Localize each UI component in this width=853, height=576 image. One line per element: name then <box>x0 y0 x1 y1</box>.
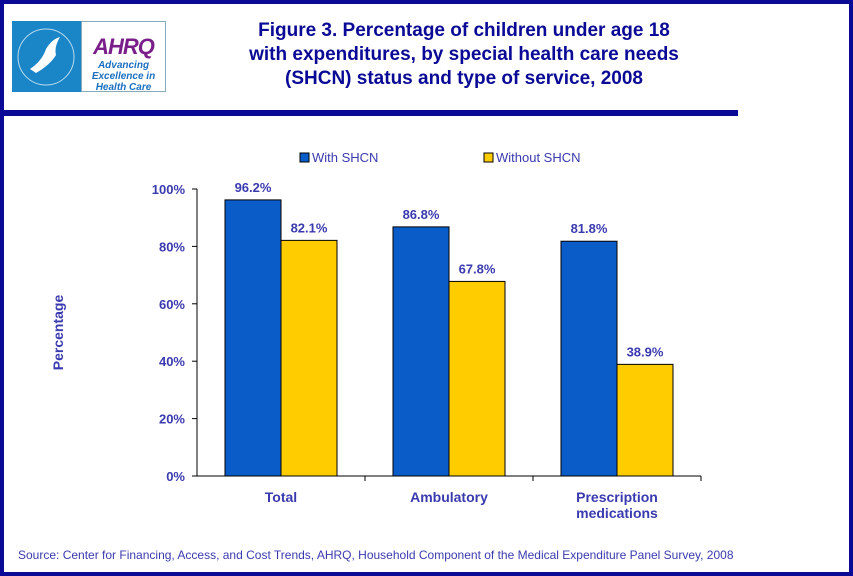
legend-label: Without SHCN <box>496 150 581 165</box>
y-tick-label: 20% <box>159 412 185 427</box>
category-label: medications <box>576 505 658 521</box>
bar-with-shcn <box>392 226 450 477</box>
data-label: 86.8% <box>403 207 440 222</box>
title-line: Figure 3. Percentage of children under a… <box>258 20 670 41</box>
bar-with-shcn <box>560 240 618 477</box>
y-tick-label: 80% <box>159 239 185 254</box>
bar-without-shcn <box>280 239 338 477</box>
title-line: (SHCN) status and type of service, 2008 <box>285 68 643 89</box>
bar-without-shcn <box>448 280 506 477</box>
data-label: 82.1% <box>291 220 328 235</box>
data-label: 96.2% <box>235 180 272 195</box>
title-line: with expenditures, by special health car… <box>249 44 679 65</box>
source-note: Source: Center for Financing, Access, an… <box>18 548 734 562</box>
data-label: 67.8% <box>459 261 496 276</box>
legend-swatch <box>483 152 494 163</box>
chart-title: Figure 3. Percentage of children under a… <box>204 19 724 91</box>
eagle-icon <box>17 28 75 86</box>
hhs-logo <box>12 21 81 92</box>
bar-chart: 0% 20% 40% 60% 80% 100% Percentage Total 96.2% 82… <box>50 150 702 521</box>
bar-without-shcn <box>616 363 674 477</box>
legend-swatch <box>299 152 310 163</box>
y-tick-label: 40% <box>159 354 185 369</box>
data-label: 38.9% <box>627 344 664 359</box>
y-axis-label: Percentage <box>50 295 66 371</box>
category-label: Prescription <box>576 489 658 505</box>
category-label: Total <box>265 489 297 505</box>
y-tick-label: 0% <box>166 469 185 484</box>
data-label: 81.8% <box>571 221 608 236</box>
y-tick-label: 60% <box>159 297 185 312</box>
y-tick-label: 100% <box>152 182 186 197</box>
category-label: Ambulatory <box>410 489 488 505</box>
ahrq-logo: AHRQ Advancing Excellence in Health Care <box>81 21 166 93</box>
header-rule <box>4 110 738 116</box>
legend-label: With SHCN <box>312 150 378 165</box>
bar-with-shcn <box>224 199 282 477</box>
